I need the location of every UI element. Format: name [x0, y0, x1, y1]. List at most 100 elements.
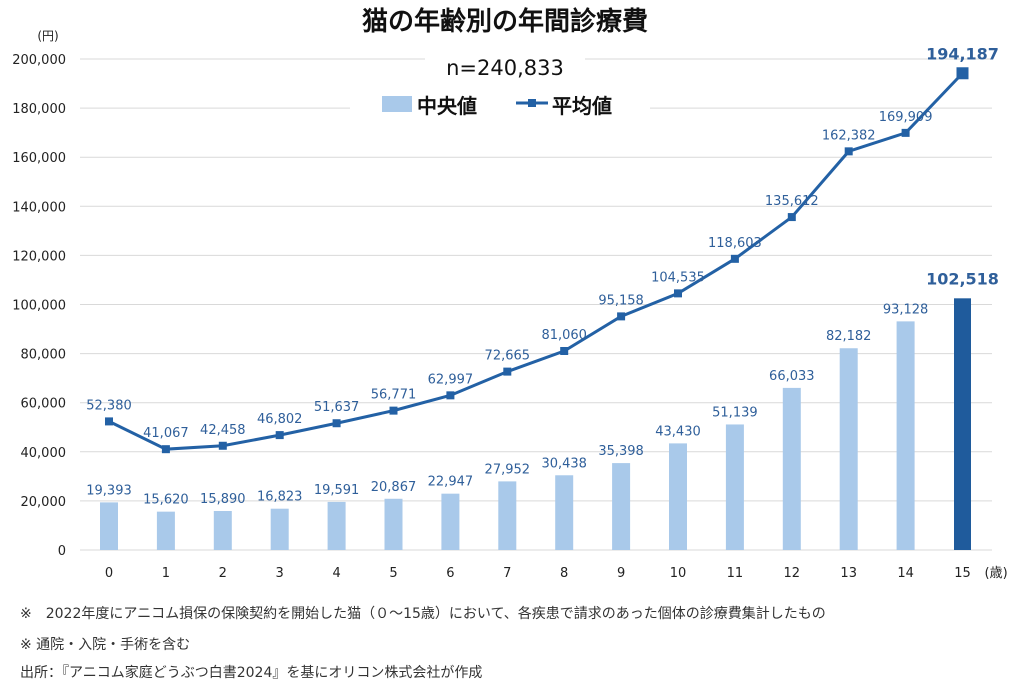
- bar: [213, 510, 232, 550]
- mean-data-label: 118,603: [708, 236, 762, 251]
- legend-swatch-median: [382, 96, 412, 112]
- mean-data-label: 72,665: [485, 349, 531, 364]
- mean-marker: [787, 213, 796, 222]
- mean-marker: [617, 312, 626, 321]
- y-tick-label: 0: [58, 544, 66, 559]
- y-tick-label: 140,000: [12, 200, 66, 215]
- x-tick-label: 1: [162, 566, 170, 581]
- bar-data-label: 30,438: [541, 456, 587, 471]
- bar-data-label: 66,033: [769, 369, 815, 384]
- mean-marker: [161, 445, 170, 454]
- mean-marker: [332, 419, 341, 428]
- bar-data-label: 51,139: [712, 405, 758, 420]
- mean-marker: [844, 147, 853, 156]
- mean-line: [108, 72, 964, 451]
- x-tick-label: 7: [503, 566, 511, 581]
- bar-data-label: 93,128: [883, 302, 929, 317]
- x-tick-label: 6: [446, 566, 454, 581]
- mean-marker: [730, 254, 739, 263]
- bar: [555, 475, 574, 550]
- bar-data-label: 82,182: [826, 329, 872, 344]
- y-tick-label: 120,000: [12, 249, 66, 264]
- footnote-2: ※ 通院・入院・手術を含む: [20, 637, 191, 653]
- bar: [156, 511, 175, 550]
- mean-data-label: 41,067: [143, 426, 189, 441]
- x-axis-unit: (歳): [985, 566, 1008, 581]
- x-tick-label: 0: [105, 566, 113, 581]
- y-tick-label: 80,000: [21, 348, 67, 363]
- x-tick-label: 5: [389, 566, 397, 581]
- source-note: 出所：『アニコム家庭どうぶつ白書2024』を基にオリコン株式会社が作成: [20, 665, 483, 681]
- bar: [839, 348, 858, 550]
- bar-data-label: 22,947: [428, 475, 474, 490]
- mean-data-label: 194,187: [926, 44, 999, 63]
- chart-subtitle: n=240,833: [446, 56, 564, 80]
- bar: [782, 387, 801, 550]
- bar-data-label: 19,591: [314, 483, 360, 498]
- y-tick-label: 180,000: [12, 102, 66, 117]
- subtitle-bg: [425, 45, 585, 81]
- mean-data-label: 51,637: [314, 400, 360, 415]
- mean-marker: [389, 406, 398, 415]
- mean-marker: [674, 289, 682, 298]
- mean-data-label: 169,909: [879, 110, 933, 125]
- bar-data-label: 20,867: [371, 480, 417, 495]
- x-tick-label: 13: [840, 566, 857, 581]
- mean-data-label: 162,382: [822, 128, 876, 143]
- bar-data-label: 16,823: [257, 490, 303, 505]
- x-tick-label: 8: [560, 566, 568, 581]
- x-tick-label: 11: [727, 566, 744, 581]
- mean-data-label: 95,158: [598, 293, 644, 308]
- legend-label-mean: 平均値: [552, 94, 612, 118]
- x-tick-label: 3: [276, 566, 284, 581]
- bar: [100, 502, 118, 550]
- mean-data-label: 42,458: [200, 423, 246, 438]
- bar-data-label: 15,620: [143, 493, 189, 508]
- mean-data-label: 46,802: [257, 412, 303, 427]
- x-tick-label: 4: [332, 566, 340, 581]
- bar-data-label: 102,518: [926, 269, 999, 288]
- bar-data-label: 35,398: [598, 444, 644, 459]
- legend-label-median: 中央値: [417, 94, 477, 118]
- mean-marker: [901, 128, 910, 137]
- bar: [327, 501, 346, 550]
- mean-data-label: 135,612: [765, 194, 819, 209]
- y-tick-label: 20,000: [21, 495, 67, 510]
- mean-marker: [275, 431, 284, 440]
- x-tick-label: 9: [617, 566, 625, 581]
- y-axis-unit: (円): [37, 29, 58, 43]
- bar: [954, 298, 971, 550]
- mean-data-label: 104,535: [651, 270, 705, 285]
- mean-data-label: 81,060: [541, 328, 587, 343]
- bar: [669, 443, 687, 550]
- mean-marker: [503, 367, 512, 376]
- chart: 0 20,000 40,000 60,000 80,000 100,000 120,000 1…: [12, 6, 1008, 581]
- chart-title: 猫の年齢別の年間診療費: [362, 6, 648, 37]
- mean-marker: [560, 346, 569, 355]
- y-tick-label: 160,000: [12, 151, 66, 166]
- y-tick-label: 40,000: [21, 446, 67, 461]
- x-tick-label: 10: [670, 566, 687, 581]
- bar: [384, 498, 403, 550]
- footnote-1: ※ 2022年度にアニコム損保の保険契約を開始した猫（０～15歳）において、各疾…: [20, 606, 826, 622]
- bar-data-label: 19,393: [86, 483, 132, 498]
- x-tick-label: 2: [219, 566, 227, 581]
- mean-marker: [956, 67, 969, 80]
- x-tick-label: 12: [784, 566, 801, 581]
- bar: [612, 463, 631, 550]
- x-tick-label: 15: [954, 566, 971, 581]
- bar: [441, 493, 460, 550]
- mean-marker: [446, 391, 455, 400]
- y-tick-label: 200,000: [12, 53, 66, 68]
- legend-marker-mean: [528, 99, 536, 107]
- bar: [725, 424, 744, 550]
- bar-data-label: 15,890: [200, 492, 246, 507]
- mean-data-label: 62,997: [428, 372, 474, 387]
- bar: [896, 321, 915, 550]
- mean-marker: [105, 417, 113, 426]
- bar-data-label: 27,952: [485, 462, 531, 477]
- bar-data-label: 43,430: [655, 424, 701, 439]
- y-tick-label: 60,000: [21, 397, 67, 412]
- bar: [498, 481, 517, 550]
- mean-data-label: 56,771: [371, 388, 417, 403]
